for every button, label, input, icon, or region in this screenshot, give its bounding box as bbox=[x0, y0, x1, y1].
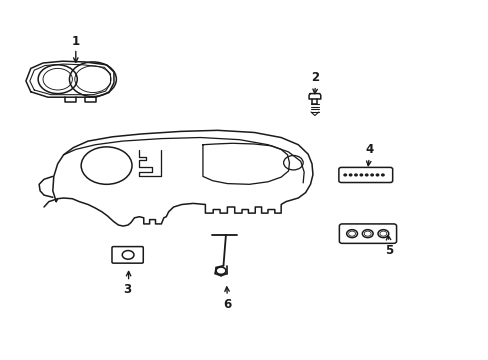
Text: 4: 4 bbox=[365, 143, 372, 156]
Circle shape bbox=[348, 174, 351, 176]
Circle shape bbox=[359, 174, 362, 176]
Text: 1: 1 bbox=[72, 35, 80, 48]
Circle shape bbox=[381, 174, 384, 176]
Circle shape bbox=[370, 174, 373, 176]
Text: 6: 6 bbox=[223, 298, 231, 311]
Text: 5: 5 bbox=[384, 244, 392, 257]
Circle shape bbox=[354, 174, 357, 176]
FancyBboxPatch shape bbox=[338, 167, 392, 183]
Circle shape bbox=[365, 174, 367, 176]
Text: 2: 2 bbox=[311, 71, 319, 84]
Circle shape bbox=[376, 174, 378, 176]
Text: 3: 3 bbox=[123, 283, 131, 296]
Circle shape bbox=[343, 174, 346, 176]
FancyBboxPatch shape bbox=[339, 224, 396, 243]
FancyBboxPatch shape bbox=[112, 247, 143, 263]
